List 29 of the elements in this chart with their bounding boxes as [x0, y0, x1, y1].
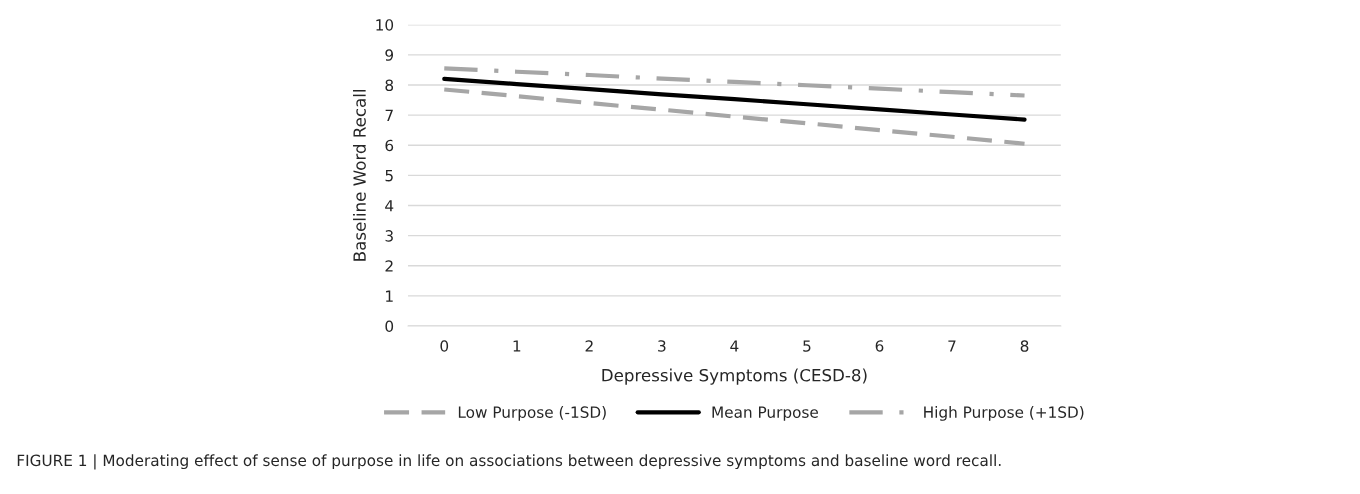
y-tick-label: 5	[385, 170, 393, 182]
y-tick-label: 2	[385, 260, 393, 272]
line-series	[442, 76, 1027, 122]
x-axis-title: Depressive Symptoms (CESD-8)	[602, 368, 867, 385]
y-tick-label: 7	[385, 109, 393, 121]
y-axis-title: Baseline Word Recall	[352, 90, 366, 261]
x-tick-label: 8	[1020, 340, 1029, 352]
y-tick-label: 0	[385, 320, 394, 333]
x-tick-label: 2	[585, 340, 593, 352]
y-tick-label: 8	[385, 79, 394, 91]
x-tick-label: 5	[803, 340, 811, 352]
caption: FIGURE 1 | Moderating effect of sense of purpose in life on associations between depressive symptoms and baseline word recall.	[17, 454, 1001, 470]
y-tick-label: 3	[385, 230, 393, 242]
line-series	[442, 87, 1027, 146]
x-tick-label: 0	[440, 340, 449, 352]
x-tick-label: 3	[658, 340, 666, 352]
x-tick-label: 6	[875, 340, 884, 352]
legend-label: Low Purpose (-1SD)	[458, 406, 606, 421]
legend-label: Mean Purpose	[712, 406, 818, 421]
x-tick-label: 4	[730, 340, 739, 352]
y-tick-label: 6	[385, 139, 394, 152]
line-series	[442, 66, 1027, 98]
legend-label: High Purpose (+1SD)	[924, 406, 1084, 421]
y-tick-label: 10	[376, 19, 394, 31]
x-tick-label: 1	[513, 340, 521, 352]
y-tick-label: 9	[385, 49, 394, 61]
x-tick-label: 7	[948, 340, 956, 352]
y-tick-label: 4	[385, 200, 394, 212]
y-tick-label: 1	[386, 290, 393, 302]
